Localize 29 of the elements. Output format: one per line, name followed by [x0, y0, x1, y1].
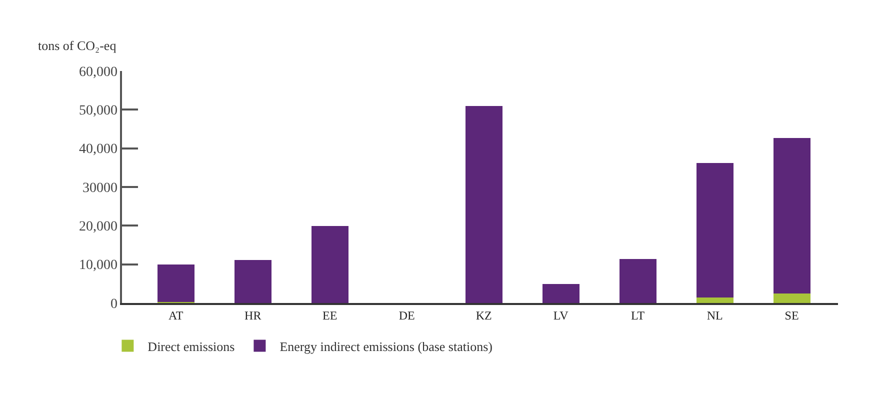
bar — [773, 293, 810, 303]
x-tick-label: EE — [322, 308, 338, 322]
y-tick-label: 10,000 — [78, 258, 118, 274]
bar — [234, 260, 272, 303]
x-tick-label: LT — [631, 308, 646, 322]
y-tick-label: 30000 — [82, 180, 118, 196]
y-axis-title: tons of CO₂-eq — [38, 38, 117, 53]
y-tick-label: 20,000 — [78, 220, 118, 235]
x-tick-label: DE — [398, 308, 415, 322]
bar — [465, 106, 502, 303]
bar — [157, 264, 194, 302]
y-tick-label: 50,000 — [78, 104, 118, 119]
legend-label: Energy indirect emissions (base stations) — [280, 338, 492, 354]
bar — [696, 163, 734, 298]
x-tick-label: LV — [553, 308, 569, 322]
x-tick-label: KZ — [476, 308, 492, 322]
bar — [619, 258, 656, 303]
bar — [311, 226, 348, 303]
x-tick-label: NL — [706, 308, 723, 322]
x-tick-label: AT — [168, 308, 184, 322]
bar — [542, 284, 580, 303]
bar — [773, 138, 810, 294]
bar — [696, 298, 734, 303]
y-tick-label: 60,000 — [78, 64, 118, 80]
x-tick-label: SE — [784, 308, 799, 322]
legend-label: Direct emissions — [148, 338, 235, 354]
y-tick-label: 0 — [110, 296, 118, 312]
y-tick-label: 40,000 — [78, 142, 118, 158]
x-tick-label: HR — [244, 308, 262, 322]
